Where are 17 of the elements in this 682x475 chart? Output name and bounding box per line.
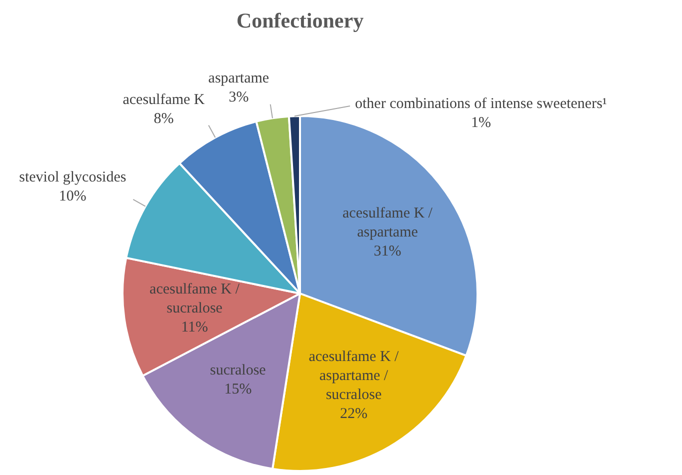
slice-label: acesulfame K / sucralose [150,281,240,316]
slice-label: other combinations of intense sweeteners¹ [355,96,607,112]
slice-label: acesulfame K / aspartame / sucralose [308,348,400,403]
data-label: 15% [224,381,252,398]
chart-title: Confectionery [236,8,364,32]
data-label: 3% [228,89,249,106]
data-label: 31% [374,244,402,260]
data-label: 1% [470,114,491,131]
slice-label: acesulfame K [122,92,205,108]
data-label: 10% [58,188,86,204]
data-label: 11% [181,319,208,336]
slice-label: sucralose [210,362,266,378]
slice-label: acesulfame K / aspartame [342,206,434,241]
data-label: 8% [154,111,174,128]
slice-label: aspartame [208,70,270,86]
slice-label: steviol glycosides [19,169,126,186]
data-label: 22% [340,406,368,422]
